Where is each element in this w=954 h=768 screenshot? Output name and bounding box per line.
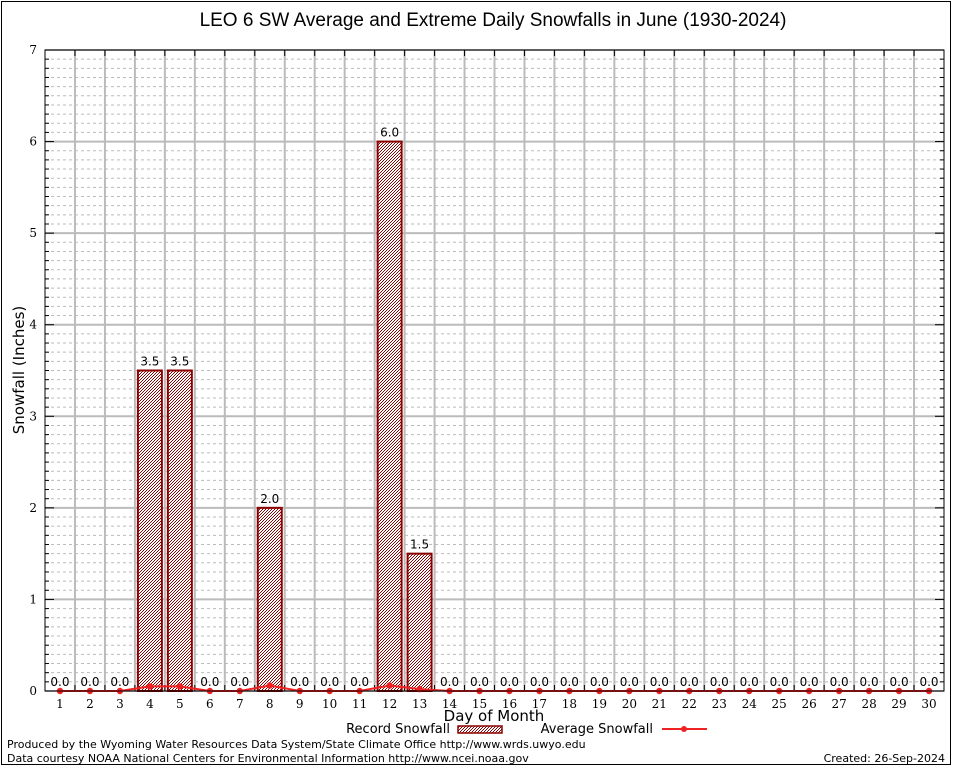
bar-value-label: 0.0 xyxy=(890,675,909,689)
x-tick-label: 26 xyxy=(802,697,817,711)
legend-label-average: Average Snowfall xyxy=(541,722,653,737)
x-tick-label: 15 xyxy=(472,697,487,711)
x-tick-label: 23 xyxy=(712,697,727,711)
bar-value-label: 2.0 xyxy=(260,492,279,506)
x-tick-label: 16 xyxy=(502,697,517,711)
record-bar xyxy=(406,552,433,693)
bar-value-label: 0.0 xyxy=(800,675,819,689)
record-bar xyxy=(166,369,193,692)
x-tick-label: 29 xyxy=(891,697,906,711)
x-tick-label: 4 xyxy=(146,697,154,711)
bar-value-label: 0.0 xyxy=(770,675,789,689)
y-axis-label: Snowfall (Inches) xyxy=(10,306,28,434)
x-tick-label: 14 xyxy=(442,697,458,711)
x-tick-label: 7 xyxy=(236,697,244,711)
footer-created: Created: 26-Sep-2024 xyxy=(824,752,945,765)
bar-value-label: 3.5 xyxy=(170,355,189,369)
x-tick-label: 5 xyxy=(176,697,184,711)
bar-value-label: 0.0 xyxy=(110,675,129,689)
data-labels: 0.0 0.0 0.0 3.5 3.5 0.0 0.0 2.0 0.0 0.0 0.0 6.0 1.5 0… xyxy=(50,126,938,689)
record-bar xyxy=(376,140,403,693)
x-tick-label: 28 xyxy=(861,697,876,711)
bar-value-label: 3.5 xyxy=(140,355,159,369)
x-tick-label: 2 xyxy=(86,697,94,711)
bar-value-label: 0.0 xyxy=(680,675,699,689)
x-tick-label: 18 xyxy=(562,697,577,711)
bar-value-label: 0.0 xyxy=(860,675,879,689)
y-tick-label: 7 xyxy=(29,43,37,57)
chart-title: LEO 6 SW Average and Extreme Daily Snowf… xyxy=(200,10,787,31)
x-tick-label: 6 xyxy=(206,697,214,711)
record-bar xyxy=(136,369,163,692)
bar-value-label: 0.0 xyxy=(50,675,69,689)
x-tick-label: 10 xyxy=(322,697,337,711)
legend-label-record: Record Snowfall xyxy=(346,722,450,737)
bar-value-label: 0.0 xyxy=(230,675,249,689)
y-tick-label: 1 xyxy=(29,592,37,606)
bar-value-label: 0.0 xyxy=(320,675,339,689)
bar-value-label: 6.0 xyxy=(380,126,399,140)
legend: Record Snowfall Average Snowfall xyxy=(346,722,707,737)
x-tick-label: 1 xyxy=(56,697,64,711)
average-point xyxy=(386,682,393,689)
y-tick-label: 2 xyxy=(29,501,37,515)
bar-value-label: 0.0 xyxy=(200,675,219,689)
average-point xyxy=(266,682,273,689)
bar-value-label: 0.0 xyxy=(500,675,519,689)
x-tick-label: 8 xyxy=(266,697,274,711)
bar-value-label: 0.0 xyxy=(530,675,549,689)
x-tick-label: 24 xyxy=(742,697,758,711)
y-tick-label: 6 xyxy=(29,135,37,149)
average-point xyxy=(146,683,154,690)
x-tick-labels: 1 2 3 4 5 6 7 8 9 10 11 12 13 14 15 16 17 18 19 20 21 22 23 24 2… xyxy=(56,697,936,711)
y-tick-label: 5 xyxy=(29,226,37,240)
bar-value-label: 0.0 xyxy=(650,675,669,689)
y-tick-labels: 0 1 2 3 4 5 6 7 xyxy=(29,43,37,698)
bar-value-label: 0.0 xyxy=(440,675,459,689)
footer-data-source: Data courtesy NOAA National Centers for … xyxy=(7,752,529,765)
x-axis-label: Day of Month xyxy=(444,707,545,725)
x-tick-label: 19 xyxy=(592,697,607,711)
average-point xyxy=(176,683,184,690)
x-tick-label: 11 xyxy=(352,697,367,711)
y-tick-label: 4 xyxy=(29,318,37,332)
bar-value-label: 0.0 xyxy=(80,675,99,689)
x-tick-label: 22 xyxy=(682,697,697,711)
bar-value-label: 0.0 xyxy=(740,675,759,689)
bar-value-label: 0.0 xyxy=(620,675,639,689)
x-tick-label: 21 xyxy=(652,697,667,711)
bar-value-label: 0.0 xyxy=(590,675,609,689)
plot-border xyxy=(44,49,945,692)
x-tick-label: 13 xyxy=(412,697,427,711)
bar-value-label: 0.0 xyxy=(919,675,938,689)
bar-value-label: 0.0 xyxy=(350,675,369,689)
bar-value-label: 0.0 xyxy=(290,675,309,689)
x-tick-label: 12 xyxy=(382,697,397,711)
bar-value-label: 0.0 xyxy=(710,675,729,689)
x-tick-label: 25 xyxy=(772,697,787,711)
y-tick-label: 0 xyxy=(29,684,37,698)
bar-value-label: 0.0 xyxy=(470,675,489,689)
x-tick-label: 20 xyxy=(622,697,637,711)
legend-swatch-record xyxy=(457,725,503,734)
x-tick-label: 30 xyxy=(921,697,936,711)
bar-value-label: 0.0 xyxy=(830,675,849,689)
x-tick-label: 3 xyxy=(116,697,124,711)
x-tick-label: 17 xyxy=(532,697,547,711)
x-tick-label: 27 xyxy=(831,697,846,711)
legend-marker-average xyxy=(681,726,687,732)
y-tick-label: 3 xyxy=(29,409,37,423)
footer-producer: Produced by the Wyoming Water Resources … xyxy=(7,738,586,751)
bar-value-label: 0.0 xyxy=(560,675,579,689)
record-bar xyxy=(256,506,283,692)
x-tick-label: 9 xyxy=(296,697,304,711)
bar-value-label: 1.5 xyxy=(410,538,429,552)
